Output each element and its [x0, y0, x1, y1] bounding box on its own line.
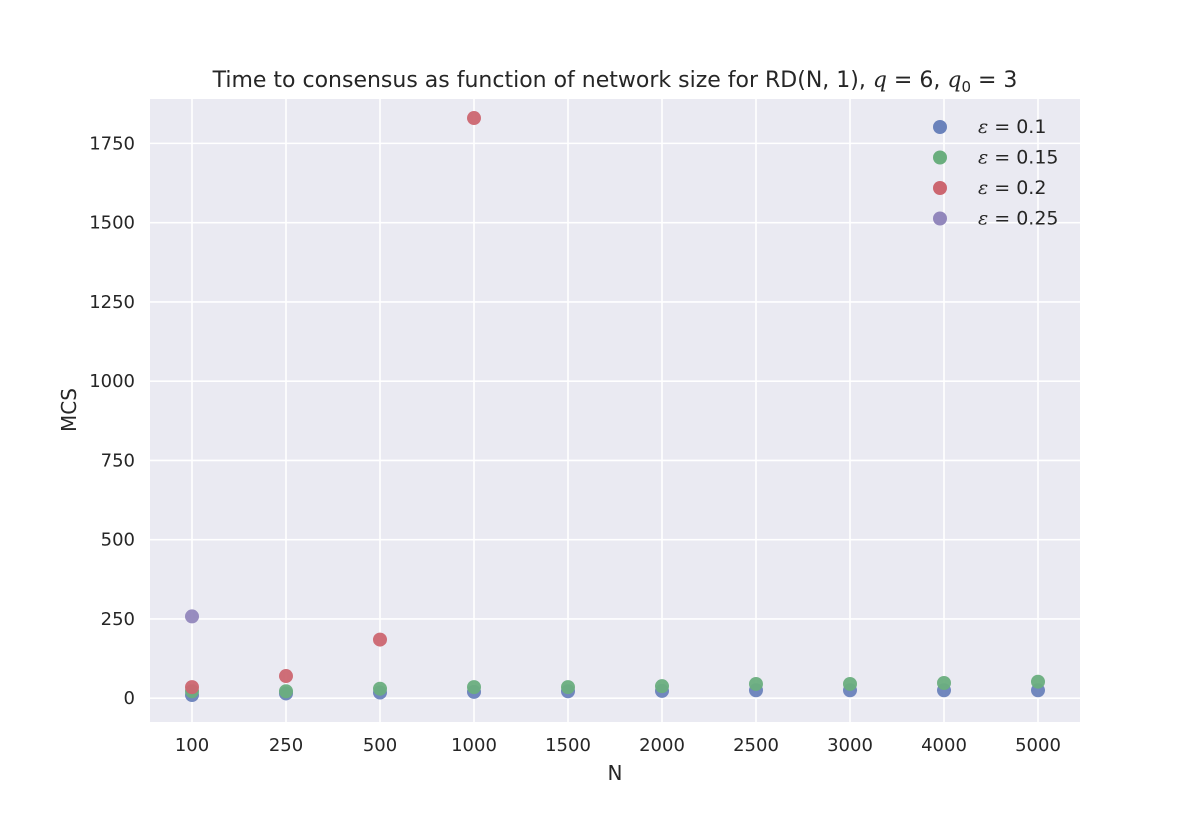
- tick-labels: 100 250 500 1000 1500 2000 2500 3000 4000 5000 0 25…: [89, 133, 1061, 756]
- data-point: [373, 632, 387, 647]
- x-tick-label: 5000: [1015, 735, 1061, 756]
- y-tick-label: 1000: [89, 371, 135, 392]
- data-point: [373, 681, 387, 696]
- x-tick-label: 1500: [545, 735, 591, 756]
- legend-marker: [933, 150, 947, 165]
- x-axis-label: N: [608, 761, 623, 785]
- y-tick-label: 750: [101, 450, 135, 471]
- x-tick-label: 100: [175, 735, 209, 756]
- legend-label: ε = 0.1: [978, 116, 1046, 138]
- data-point: [937, 676, 951, 691]
- data-point: [467, 680, 481, 695]
- x-tick-label: 500: [363, 735, 397, 756]
- y-tick-label: 1750: [89, 133, 135, 154]
- x-tick-label: 3000: [827, 735, 873, 756]
- data-point: [279, 684, 293, 699]
- legend-label: ε = 0.25: [978, 208, 1059, 230]
- data-points: [185, 111, 1045, 703]
- grid: [150, 99, 1080, 722]
- legend: ε = 0.1 ε = 0.15 ε = 0.2 ε = 0.25: [933, 116, 1059, 230]
- data-point: [185, 609, 199, 624]
- legend-marker: [933, 211, 947, 226]
- legend-label: ε = 0.2: [978, 177, 1046, 199]
- x-tick-label: 4000: [921, 735, 967, 756]
- legend-marker: [933, 120, 947, 134]
- legend-marker: [933, 181, 947, 195]
- y-tick-label: 1500: [89, 213, 135, 234]
- data-point: [467, 111, 481, 126]
- y-tick-label: 250: [101, 609, 135, 630]
- data-point: [561, 680, 575, 695]
- x-tick-label: 2000: [639, 735, 685, 756]
- x-tick-label: 1000: [451, 735, 497, 756]
- legend-label: ε = 0.15: [978, 147, 1059, 169]
- data-point: [1031, 674, 1045, 689]
- y-axis-label: MCS: [57, 388, 81, 432]
- x-tick-label: 250: [269, 735, 303, 756]
- data-point: [655, 679, 669, 694]
- y-tick-label: 0: [124, 688, 135, 709]
- data-point: [185, 680, 199, 695]
- chart-title: Time to consensus as function of network…: [212, 68, 1018, 96]
- x-tick-label: 2500: [733, 735, 779, 756]
- y-tick-label: 1250: [89, 292, 135, 313]
- data-point: [843, 676, 857, 691]
- data-point: [749, 676, 763, 691]
- data-point: [279, 669, 293, 684]
- y-tick-label: 500: [101, 530, 135, 551]
